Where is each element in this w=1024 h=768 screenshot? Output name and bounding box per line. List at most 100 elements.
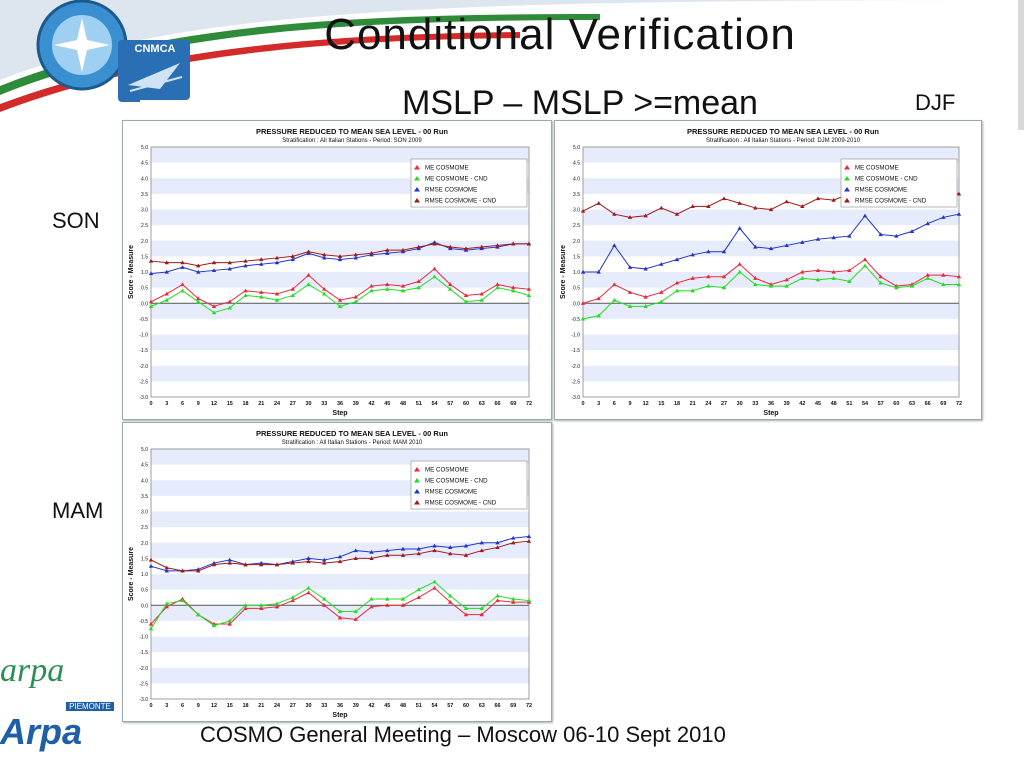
data-point [768,246,774,251]
data-point [463,299,469,304]
arpa-logo-text: arpa [0,652,65,689]
x-tick-label: 24 [274,703,281,709]
data-point [180,598,185,603]
data-point [448,282,453,287]
data-point [627,265,633,269]
data-point [831,276,836,280]
data-point [448,244,453,249]
x-tick-label: 33 [321,703,327,709]
y-tick-label: 2.5 [141,525,148,531]
data-point [526,241,532,246]
y-tick-label: -2.5 [139,681,148,687]
legend-box [410,158,528,208]
legend-entry: ME COSMOME - CND [425,176,488,183]
y-tick-label: -0.5 [139,619,148,625]
data-point [164,601,169,606]
data-point [180,568,185,573]
legend-marker [414,467,420,472]
y-tick-label: -1.5 [139,650,148,656]
row-label-mam: MAM [52,498,104,523]
data-point [511,288,516,293]
x-tick-label: 72 [526,703,532,709]
x-tick-label: 42 [799,401,805,407]
y-tick-label: -0.5 [571,317,580,323]
x-tick-label: 45 [384,401,390,407]
data-point [815,236,821,241]
data-point [337,304,343,308]
data-point [463,293,469,298]
grid-band [151,240,529,257]
x-tick-label: 69 [510,703,516,709]
data-point [180,265,185,269]
data-point [479,297,484,302]
data-point [369,549,374,554]
data-point [416,595,421,600]
x-tick-label: 39 [353,703,359,709]
x-tick-label: 60 [463,703,469,709]
y-tick-label: 0.5 [141,588,148,594]
data-point [290,254,295,258]
data-point [925,276,930,280]
data-point [337,554,343,559]
data-point [659,299,664,304]
legend-marker [844,187,850,192]
data-point [941,272,946,277]
data-point [495,243,500,248]
y-tick-label: 1.5 [141,254,148,260]
data-point [737,269,742,274]
data-point [580,269,586,274]
data-point [612,297,617,302]
x-tick-label: 60 [893,401,899,407]
data-point [353,548,358,553]
x-tick-label: 48 [831,401,837,407]
data-point [721,285,727,290]
plot-area [150,448,530,700]
data-point [211,562,217,567]
data-point [243,288,248,293]
data-point [432,585,437,590]
x-tick-label: 33 [752,401,758,407]
x-tick-label: 63 [479,703,485,709]
data-point [196,299,201,304]
data-point [227,560,232,565]
x-tick-label: 72 [526,401,532,407]
data-point [180,260,185,265]
data-point [290,598,295,603]
data-point [753,282,758,287]
data-point [690,252,695,257]
data-point [227,266,232,271]
y-tick-label: -1.0 [139,635,148,641]
grid-band [151,667,529,684]
data-point [322,560,327,565]
data-point [815,277,821,282]
cnmca-logo-text: CNMCA [134,43,176,55]
legend-entry: ME COSMOME [855,165,899,172]
grid-band [151,511,529,528]
y-tick-label: 5.0 [573,145,580,151]
data-point [369,251,374,255]
arpa-piemonte-subtext: PIEMONTE [66,702,114,711]
data-point [753,244,758,249]
data-point [369,288,374,293]
data-point [831,235,836,240]
data-point [526,286,532,291]
y-tick-label: -1.0 [571,333,580,339]
data-point [479,291,484,296]
data-point [909,229,915,233]
data-point [721,249,727,254]
data-point [385,553,390,557]
data-point [416,551,421,556]
x-tick-label: 24 [705,401,712,407]
data-point [243,603,248,607]
data-point [511,599,516,604]
data-point [925,272,930,277]
data-point [180,288,185,293]
chart-subtitle: Stratification : All Italian Stations - … [282,138,422,144]
data-point [511,540,516,545]
data-point [290,257,295,262]
x-tick-label: 3 [597,401,600,407]
data-point [495,282,500,287]
data-point [448,593,453,598]
slide-subtitle: MSLP – MSLP >=mean [402,84,758,122]
legend-marker [414,198,420,203]
